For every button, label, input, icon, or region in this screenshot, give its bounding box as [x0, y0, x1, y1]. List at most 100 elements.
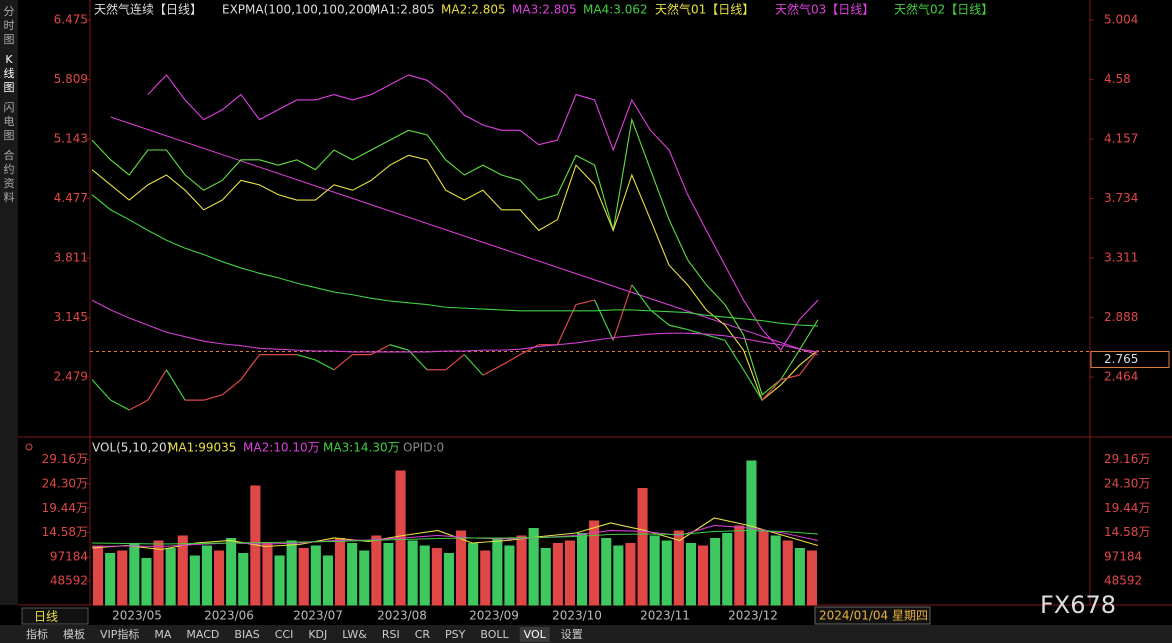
- sidebar: [0, 0, 18, 605]
- price-line-segment: [501, 354, 521, 366]
- price-line: [91, 194, 819, 327]
- volume-bar: [443, 552, 454, 606]
- tab[interactable]: PSY: [445, 628, 466, 641]
- watermark: FX678: [1040, 591, 1116, 619]
- volume-bar: [250, 485, 261, 606]
- volume-bar: [117, 550, 128, 606]
- tab[interactable]: KDJ: [308, 628, 327, 641]
- tab[interactable]: 模板: [63, 627, 85, 641]
- vol-ma3: MA3:14.30万: [323, 441, 400, 455]
- x-tick-label: 2023/08: [377, 609, 427, 623]
- x-tick-label: 2023/07: [293, 609, 343, 623]
- price-line-segment: [110, 399, 130, 411]
- y2-tick-label: 3.311: [1104, 251, 1138, 265]
- y2-tick-label: 4.157: [1104, 132, 1138, 146]
- tab[interactable]: VOL: [524, 628, 547, 641]
- sidebar-tab[interactable]: 电: [4, 115, 15, 128]
- tab[interactable]: MA: [154, 628, 171, 641]
- price-line: [91, 299, 819, 353]
- period-box[interactable]: [21, 607, 89, 625]
- tab[interactable]: VIP指标: [100, 627, 139, 641]
- tab[interactable]: 设置: [561, 628, 583, 641]
- volume-bar: [540, 547, 551, 606]
- vol-icon: [25, 443, 33, 451]
- price-line-segment: [203, 394, 223, 401]
- volume-bar: [794, 547, 805, 606]
- volume-bar: [528, 527, 539, 606]
- vol-tick-label-right: 19.44万: [1104, 501, 1150, 515]
- volume-bar: [129, 542, 140, 606]
- sidebar-tab[interactable]: 合: [4, 148, 15, 162]
- sidebar-tab[interactable]: 资: [4, 177, 15, 190]
- volume-bar: [371, 535, 382, 606]
- volume-bar: [238, 552, 249, 606]
- volume-bar: [698, 545, 709, 606]
- volume-bar: [577, 532, 588, 606]
- volume-bar: [214, 550, 225, 606]
- tab[interactable]: RSI: [382, 628, 400, 641]
- volume-bar: [492, 537, 503, 606]
- price-line-segment: [482, 364, 502, 376]
- tab[interactable]: 指标: [26, 627, 48, 641]
- sidebar-tab[interactable]: 线: [4, 66, 15, 80]
- tab[interactable]: CR: [415, 628, 431, 641]
- volume-bar: [165, 547, 176, 606]
- price-line-segment: [761, 379, 782, 401]
- volume-bar: [322, 555, 333, 606]
- cursor-date-box: [814, 606, 931, 625]
- legend-ma2: MA2:2.805: [441, 3, 506, 17]
- legend-ma4: MA4:3.062: [583, 3, 648, 17]
- y2-tick-label: 2.888: [1104, 310, 1138, 324]
- vol-tick-label: 24.30万: [42, 476, 88, 490]
- price-line-segment: [743, 369, 763, 401]
- volume-bar: [685, 542, 696, 606]
- volume-bar: [189, 555, 200, 606]
- legend-c2: 天然气02【日线】: [894, 2, 993, 17]
- volume-bar: [601, 537, 612, 606]
- sidebar-tab[interactable]: 图: [4, 129, 15, 142]
- price-line: [91, 117, 819, 396]
- price-line-segment: [91, 379, 112, 401]
- sidebar-tab[interactable]: 图: [4, 33, 15, 46]
- sidebar-tab[interactable]: K: [5, 53, 13, 66]
- y2-tick-label: 2.464: [1104, 370, 1138, 384]
- volume-bar: [552, 542, 563, 606]
- price-line-segment: [240, 354, 261, 380]
- sidebar-tab[interactable]: 料: [4, 190, 15, 204]
- volume-bar: [407, 540, 418, 606]
- price-line-segment: [165, 369, 186, 401]
- price-line-segment: [296, 354, 316, 361]
- tab[interactable]: LW&: [342, 628, 367, 641]
- volume-bar: [468, 542, 479, 606]
- volume-bar: [286, 540, 297, 606]
- tab[interactable]: MACD: [186, 628, 219, 641]
- volume-bar: [298, 547, 309, 606]
- volume-bar: [710, 537, 721, 606]
- tab[interactable]: BOLL: [480, 628, 509, 641]
- price-line: [91, 154, 819, 402]
- volume-bar: [177, 535, 188, 606]
- sidebar-tab[interactable]: 闪: [4, 100, 15, 114]
- y-tick-label: 2.479: [54, 370, 88, 384]
- volume-bar: [734, 525, 745, 606]
- x-tick-label: 2023/10: [552, 609, 602, 623]
- volume-bar: [456, 530, 467, 606]
- tab-bar: [0, 625, 1172, 643]
- sidebar-tab[interactable]: 分: [4, 5, 15, 18]
- period[interactable]: 日线: [34, 610, 58, 624]
- sidebar-tab[interactable]: 约: [4, 163, 15, 176]
- tab-active: [519, 627, 550, 642]
- price-line-segment: [519, 344, 540, 356]
- sidebar-tab[interactable]: 图: [4, 81, 15, 94]
- legend-ma3: MA3:2.805: [512, 3, 577, 17]
- tab[interactable]: BIAS: [234, 628, 259, 641]
- vol-tick-label: 48592: [50, 574, 88, 588]
- price-line-segment: [408, 349, 428, 371]
- sidebar-tab[interactable]: 时: [4, 19, 15, 32]
- vol-tick-label: 97184: [50, 549, 88, 563]
- price-line-segment: [445, 354, 465, 371]
- legend-expma: EXPMA(100,100,100,200): [222, 3, 376, 17]
- tab[interactable]: CCI: [275, 628, 294, 641]
- last-price-label: 2.765: [1104, 352, 1138, 366]
- volume-bar: [516, 535, 527, 606]
